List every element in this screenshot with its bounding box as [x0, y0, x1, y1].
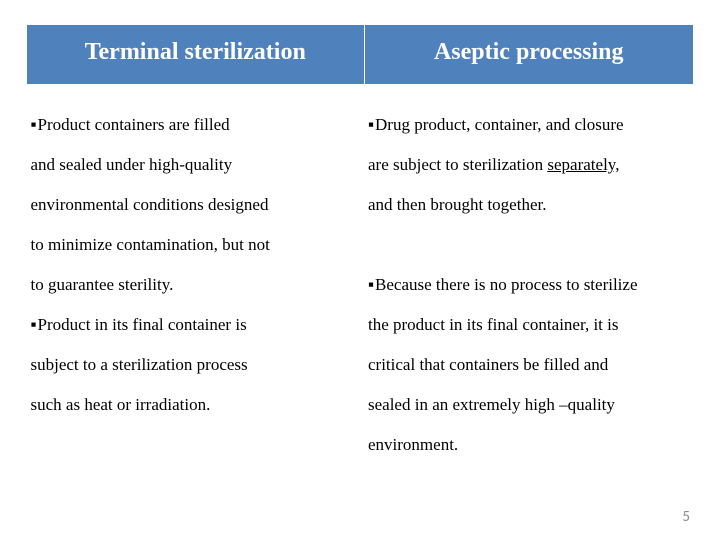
body-text: such as heat or irradiation. — [31, 395, 211, 414]
page-number: 5 — [682, 508, 690, 526]
table-body-row: ▪Product containers are filled and seale… — [27, 85, 694, 471]
slide: Terminal sterilization Aseptic processin… — [0, 0, 720, 540]
header-aseptic-processing: Aseptic processing — [364, 25, 694, 85]
body-text: to guarantee sterility. — [31, 275, 174, 294]
bullet-icon: ▪ — [31, 105, 37, 145]
body-text: sealed in an extremely high –quality — [368, 395, 615, 414]
body-text: and sealed under high-quality — [31, 155, 233, 174]
body-text: environment. — [368, 435, 458, 454]
cell-aseptic-processing: ▪Drug product, container, and closure ar… — [364, 85, 694, 471]
body-text: Product in its final container is — [38, 315, 247, 334]
bullet-icon: ▪ — [368, 105, 374, 145]
body-text: Because there is no process to sterilize — [375, 275, 637, 294]
bullet-icon: ▪ — [368, 265, 374, 305]
bullet-icon: ▪ — [31, 305, 37, 345]
body-text: the product in its final container, it i… — [368, 315, 618, 334]
body-text-underlined: separately, — [547, 155, 619, 174]
table-header-row: Terminal sterilization Aseptic processin… — [27, 25, 694, 85]
cell-terminal-sterilization: ▪Product containers are filled and seale… — [27, 85, 365, 471]
body-text: and then brought together. — [368, 195, 546, 214]
body-text: critical that containers be filled and — [368, 355, 608, 374]
body-text: to minimize contamination, but not — [31, 235, 270, 254]
blank-line — [368, 235, 372, 254]
comparison-table: Terminal sterilization Aseptic processin… — [26, 24, 694, 470]
body-text: subject to a sterilization process — [31, 355, 248, 374]
body-text: Product containers are filled — [38, 115, 230, 134]
body-text: environmental conditions designed — [31, 195, 269, 214]
body-text: Drug product, container, and closure — [375, 115, 624, 134]
header-terminal-sterilization: Terminal sterilization — [27, 25, 365, 85]
body-text: are subject to sterilization — [368, 155, 547, 174]
